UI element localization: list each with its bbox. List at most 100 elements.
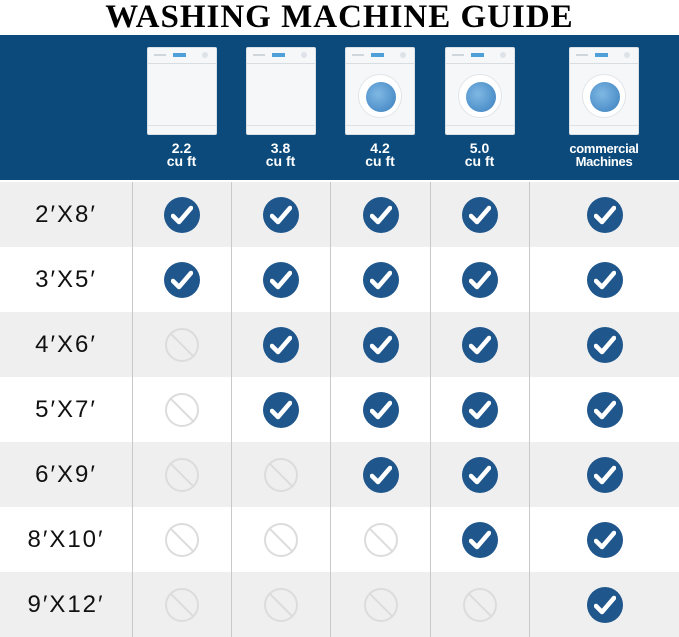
check-circle-icon [263,391,299,428]
table-row: 4′X6′ [0,312,679,377]
check-circle-icon [586,261,623,298]
machine-column: 5.0 cu ft [430,35,530,180]
washer-door [457,74,502,118]
washer-door [582,74,626,118]
check-circle-icon [462,326,498,363]
table-cell [529,312,679,377]
machine-capacity-label: 2.2 cu ft [132,141,232,169]
prohibited-icon [165,457,199,492]
prohibited-icon [165,392,199,427]
table-cell [231,182,330,247]
page-title: WASHING MACHINE GUIDE [105,0,574,35]
table-cell [330,312,430,377]
check-circle-icon [586,521,623,558]
table-cell [330,377,430,442]
check-circle-icon [362,261,399,298]
table-row: 9′X12′ [0,572,679,637]
check-circle-icon [462,521,498,558]
check-circle-icon [164,261,200,298]
machine-column: 2.2 cu ft [132,35,232,180]
table-cell [430,377,529,442]
prohibited-icon [165,327,199,362]
table-cell [430,247,529,312]
machine-column: commercial Machines [554,35,654,180]
table-cell [231,377,330,442]
table-cell [430,507,529,572]
table-cell [529,247,679,312]
table-cell [529,572,679,637]
table-cell [330,507,430,572]
prohibited-icon [264,457,298,492]
machine-column: 4.2 cu ft [330,35,430,180]
table-cell [330,442,430,507]
washing-machine-icon [444,47,515,135]
table-cell [132,572,231,637]
machine-capacity-label: 5.0 cu ft [430,141,530,169]
check-circle-icon [462,391,498,428]
capacity-line2: cu ft [365,153,395,169]
washing-machine-icon [345,47,415,135]
table-row: 8′X10′ [0,507,679,572]
check-circle-icon [462,456,498,493]
table-cell [231,247,330,312]
table-cell [430,442,529,507]
prohibited-icon [165,587,199,622]
check-circle-icon [586,456,623,493]
check-circle-icon [586,391,623,428]
table-row: 2′X8′ [0,182,679,247]
check-circle-icon [362,391,399,428]
rug-size-label: 3′X5′ [35,265,97,293]
rug-size-label: 4′X6′ [35,330,97,358]
table-cell [231,442,330,507]
table-cell [529,442,679,507]
washing-machine-icon [569,47,639,135]
prohibited-icon [264,522,298,557]
machine-capacity-label: commercial Machines [554,142,654,168]
check-circle-icon [362,326,399,363]
capacity-line1: 4.2 [370,140,390,156]
rug-size-label: 2′X8′ [35,200,97,228]
machine-header: 2.2 cu ft 3.8 cu ft 4.2 cu ft 5.0 cu ft commerci… [0,35,679,180]
capacity-line2: cu ft [166,153,197,169]
prohibited-icon [363,587,398,622]
table-cell [231,572,330,637]
rug-size-label: 6′X9′ [35,460,97,488]
machine-capacity-label: 3.8 cu ft [231,141,331,169]
table-cell [330,247,430,312]
prohibited-icon [463,587,497,622]
check-circle-icon [164,196,200,233]
table-cell [132,312,231,377]
table-row: 5′X7′ [0,377,679,442]
rug-size-label: 5′X7′ [35,395,97,423]
check-circle-icon [263,326,299,363]
table-row: 6′X9′ [0,442,679,507]
table-cell [132,507,231,572]
capacity-line2: cu ft [464,153,495,169]
table-cell [529,377,679,442]
washing-machine-icon [146,47,217,135]
compatibility-table: 2′X8′ 3′X5′ 4′X6′ 5′X7′ 6′X9′ 8′X10′ 9′X12′ [0,182,679,637]
check-circle-icon [586,326,623,363]
table-cell [132,442,231,507]
table-cell [132,377,231,442]
table-cell [430,182,529,247]
table-cell [132,247,231,312]
check-circle-icon [362,196,399,233]
table-cell [330,182,430,247]
machine-capacity-label: 4.2 cu ft [330,140,430,169]
table-cell [231,507,330,572]
table-cell [529,182,679,247]
capacity-line2: cu ft [265,153,296,169]
rug-size-label: 9′X12′ [27,590,105,618]
capacity-line1: commercial [569,141,639,156]
table-row: 3′X5′ [0,247,679,312]
check-circle-icon [263,196,299,233]
check-circle-icon [586,196,623,233]
prohibited-icon [363,522,398,557]
capacity-line2: Machines [575,154,633,169]
table-cell [330,572,430,637]
check-circle-icon [263,261,299,298]
table-cell [132,182,231,247]
prohibited-icon [264,587,298,622]
table-cell [529,507,679,572]
